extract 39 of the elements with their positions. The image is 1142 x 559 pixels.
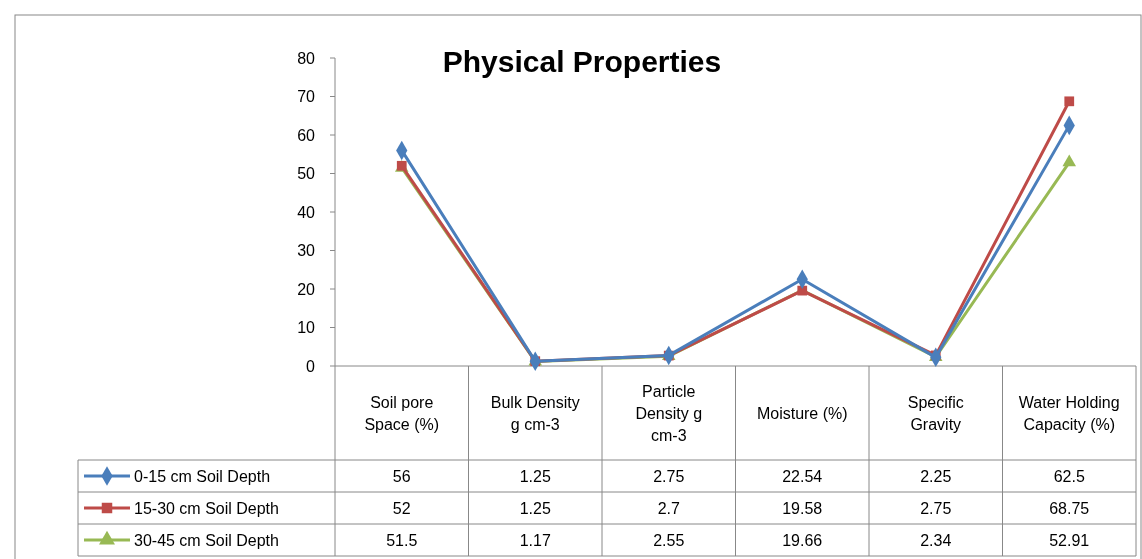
x-tick-label: Soil pore Space (%): [364, 393, 440, 433]
x-tick-label: Particle Density g cm-3: [635, 382, 703, 444]
y-tick-label: 40: [297, 203, 316, 221]
data-label: 52.91: [1049, 531, 1090, 549]
data-label: 19.58: [782, 499, 823, 517]
data-label: 62.5: [1053, 467, 1085, 485]
y-tick-label: 10: [297, 319, 316, 337]
y-tick-label: 20: [297, 280, 316, 298]
data-label: 2.25: [920, 467, 952, 485]
data-label: 2.75: [920, 499, 952, 517]
data-label: 56: [392, 467, 411, 485]
x-tick-label: Bulk Density g cm-3: [490, 393, 580, 433]
data-label: 1.25: [519, 499, 551, 517]
legend-label: 30-45 cm Soil Depth: [134, 531, 279, 549]
chart-title: Physical Properties: [442, 45, 722, 78]
x-tick-label: Water Holding Capacity (%): [1018, 393, 1120, 433]
point: [1062, 154, 1077, 167]
y-tick-label: 60: [297, 126, 316, 144]
data-label: 2.7: [657, 499, 680, 517]
data-label: 2.55: [653, 531, 685, 549]
y-tick-label: 80: [297, 49, 316, 67]
data-label: 2.75: [653, 467, 685, 485]
y-tick-label: 0: [306, 357, 316, 375]
x-tick-label: Specific Gravity: [907, 393, 964, 433]
data-label: 2.34: [920, 531, 952, 549]
legend-label: 0-15 cm Soil Depth: [134, 467, 271, 485]
data-label: 1.25: [519, 467, 551, 485]
data-label: 19.66: [782, 531, 823, 549]
y-tick-label: 50: [297, 165, 316, 183]
y-tick-label: 70: [297, 88, 316, 106]
legend-label: 15-30 cm Soil Depth: [134, 499, 279, 517]
y-tick-label: 30: [297, 242, 316, 260]
data-label: 1.17: [519, 531, 551, 549]
x-tick-label: Moisture (%): [756, 404, 848, 422]
data-label: 52: [392, 499, 411, 517]
data-label: 22.54: [782, 467, 823, 485]
point: [1064, 96, 1075, 107]
data-label: 51.5: [386, 531, 418, 549]
data-label: 68.75: [1049, 499, 1090, 517]
